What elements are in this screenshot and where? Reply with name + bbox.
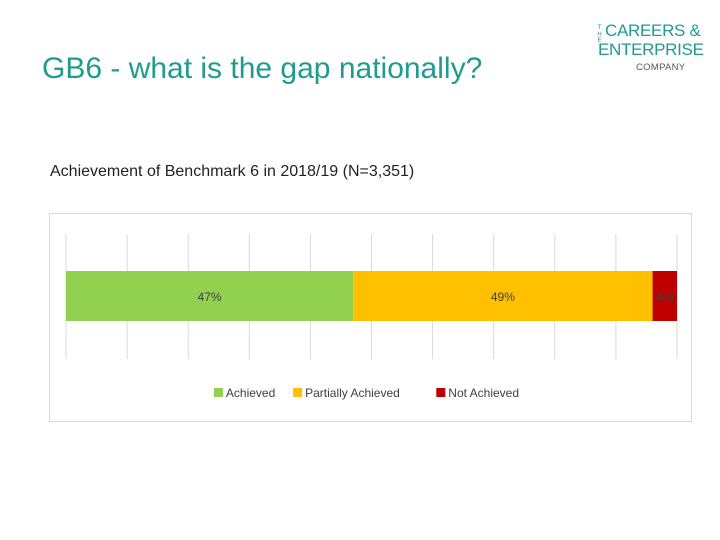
slide-title: GB6 - what is the gap nationally? [42,52,483,85]
bar-segment [652,271,677,321]
stacked-bar-chart: 47% 49% 4% Achieved Partially Achieved Not Ac… [65,234,678,400]
bar-segment [66,271,354,321]
logo-line-2: ENTERPRISE [598,40,704,59]
chart-frame: 47% 49% 4% Achieved Partially Achieved Not Ac… [49,213,692,422]
data-label: 4% [656,290,674,304]
legend-swatch [213,388,223,397]
logo-line-3: COMPANY [636,62,686,73]
logo-line-1: CAREERS & [605,21,701,40]
legend-swatch [436,388,446,397]
legend-label: Not Achieved [448,386,519,400]
bar-segment [353,271,653,321]
data-label: 49% [491,290,515,304]
data-label: 47% [198,290,222,304]
legend-label: Achieved [226,386,275,400]
legend-label: Partially Achieved [305,386,400,400]
chart-title: Achievement of Benchmark 6 in 2018/19 (N… [50,163,415,180]
legend-swatch [293,388,303,397]
